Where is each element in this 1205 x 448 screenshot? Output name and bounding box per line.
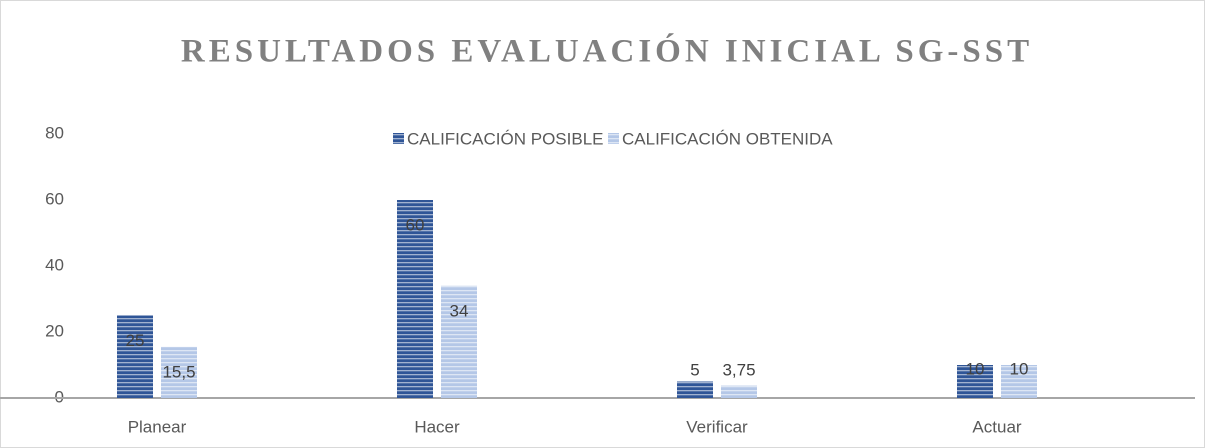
value-label: 10	[1010, 359, 1029, 378]
bar	[397, 200, 433, 398]
value-label: 3,75	[722, 360, 755, 379]
value-label: 60	[406, 215, 425, 234]
bar	[1001, 365, 1037, 398]
value-label: 10	[966, 359, 985, 378]
x-tick-label: Hacer	[414, 417, 460, 436]
x-tick-label: Planear	[128, 417, 187, 436]
x-tick-label: Actuar	[972, 417, 1021, 436]
x-tick-label: Verificar	[686, 417, 748, 436]
y-tick-label: 80	[45, 123, 64, 142]
legend-swatch	[393, 133, 404, 144]
bar	[161, 346, 197, 398]
bar	[117, 315, 153, 398]
bar	[677, 381, 713, 398]
y-tick-label: 60	[45, 189, 64, 208]
value-label: 34	[450, 301, 469, 320]
y-tick-label: 0	[55, 387, 64, 406]
legend-label: CALIFICACIÓN POSIBLE	[407, 129, 604, 148]
chart-title: RESULTADOS EVALUACIÓN INICIAL SG-SST	[181, 32, 1033, 70]
bar	[721, 385, 757, 398]
value-label: 25	[126, 331, 145, 350]
bar	[441, 285, 477, 398]
value-label: 5	[690, 360, 699, 379]
value-label: 15,5	[162, 362, 195, 381]
y-tick-label: 40	[45, 255, 64, 274]
y-tick-label: 20	[45, 321, 64, 340]
legend-label: CALIFICACIÓN OBTENIDA	[622, 129, 833, 148]
bar	[957, 365, 993, 398]
legend-swatch	[608, 133, 619, 144]
